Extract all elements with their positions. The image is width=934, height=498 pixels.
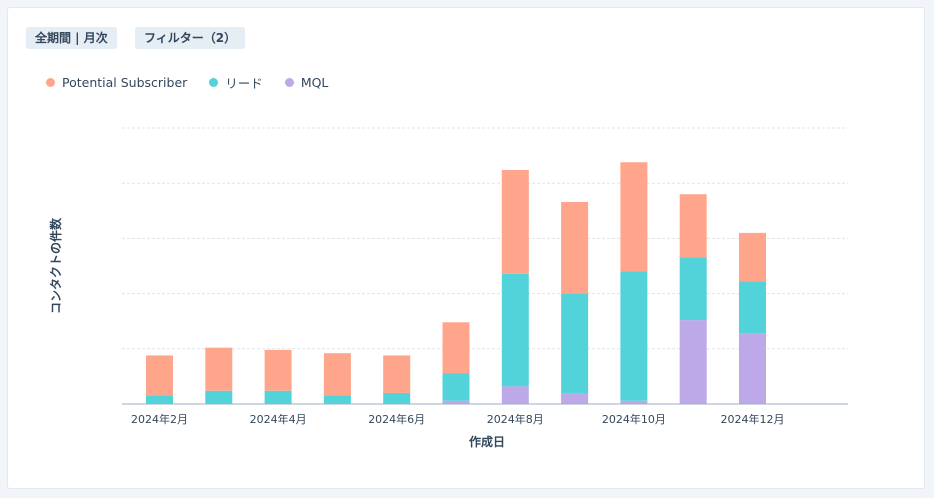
bar-potential-subscriber-9[interactable] <box>620 162 648 272</box>
bar-potential-subscriber-6[interactable] <box>442 322 470 374</box>
bar-potential-subscriber-1[interactable] <box>146 355 173 396</box>
bar-lead-7[interactable] <box>501 273 529 387</box>
bar-lead-4[interactable] <box>323 395 351 404</box>
legend-dot-potential-subscriber <box>46 78 55 87</box>
bar-mql-8[interactable] <box>561 392 589 404</box>
x-tick-labels: 2024年2月 2024年4月 2024年6月 2024年8月 2024年10月 2024… <box>131 412 785 426</box>
x-tick-label: 2024年8月 <box>487 412 544 426</box>
legend-dot-mql <box>284 78 294 87</box>
bar-potential-subscriber-2[interactable] <box>205 347 233 391</box>
bar-lead-6[interactable] <box>442 373 470 401</box>
bar-mql-10[interactable] <box>679 320 707 404</box>
filters-chip[interactable]: フィルター（2） <box>135 27 246 49</box>
legend-label-mql: MQL <box>300 75 329 90</box>
x-axis-title: 作成日 <box>469 434 505 449</box>
bar-mql-9[interactable] <box>620 400 648 404</box>
bar-lead-8[interactable] <box>561 293 589 393</box>
bar-mql-11[interactable] <box>739 333 766 404</box>
bar-mql-7[interactable] <box>501 386 529 404</box>
bar-potential-subscriber-3[interactable] <box>264 349 292 391</box>
bar-lead-3[interactable] <box>264 390 292 404</box>
gridlines <box>122 127 848 350</box>
chart-card <box>7 7 925 489</box>
legend-item-potential-subscriber[interactable]: Potential Subscriber <box>46 75 187 90</box>
legend-label-lead: リード <box>225 76 263 91</box>
bar-lead-5[interactable] <box>383 392 411 404</box>
legend-label-potential-subscriber: Potential Subscriber <box>62 75 188 90</box>
bar-potential-subscriber-8[interactable] <box>561 201 589 294</box>
bar-lead-2[interactable] <box>205 390 233 404</box>
x-tick-label: 2024年12月 <box>721 412 785 426</box>
bar-potential-subscriber-7[interactable] <box>501 169 529 274</box>
x-tick-label: 2024年6月 <box>368 412 425 426</box>
x-tick-label: 2024年4月 <box>250 412 307 426</box>
legend-dot-lead <box>209 78 219 87</box>
x-tick-label: 2024年2月 <box>131 412 188 426</box>
bar-lead-10[interactable] <box>679 257 707 321</box>
y-axis-title: コンタクトの件数 <box>48 217 63 314</box>
bar-potential-subscriber-4[interactable] <box>323 353 351 396</box>
bar-lead-1[interactable] <box>146 395 173 404</box>
bar-mql-6[interactable] <box>442 400 470 404</box>
bar-potential-subscriber-11[interactable] <box>739 232 766 282</box>
bar-lead-9[interactable] <box>620 271 648 401</box>
bar-potential-subscriber-5[interactable] <box>383 355 411 393</box>
bar-potential-subscriber-10[interactable] <box>679 194 707 258</box>
period-filter-chip[interactable]: 全期間 | 月次 <box>26 27 117 49</box>
bar-lead-11[interactable] <box>739 281 766 334</box>
chart-legend: Potential Subscriber リード MQL <box>46 73 350 92</box>
x-tick-label: 2024年10月 <box>602 412 666 426</box>
legend-item-mql[interactable]: MQL <box>284 75 329 90</box>
bars <box>146 162 766 404</box>
legend-item-lead[interactable]: リード <box>209 73 263 92</box>
